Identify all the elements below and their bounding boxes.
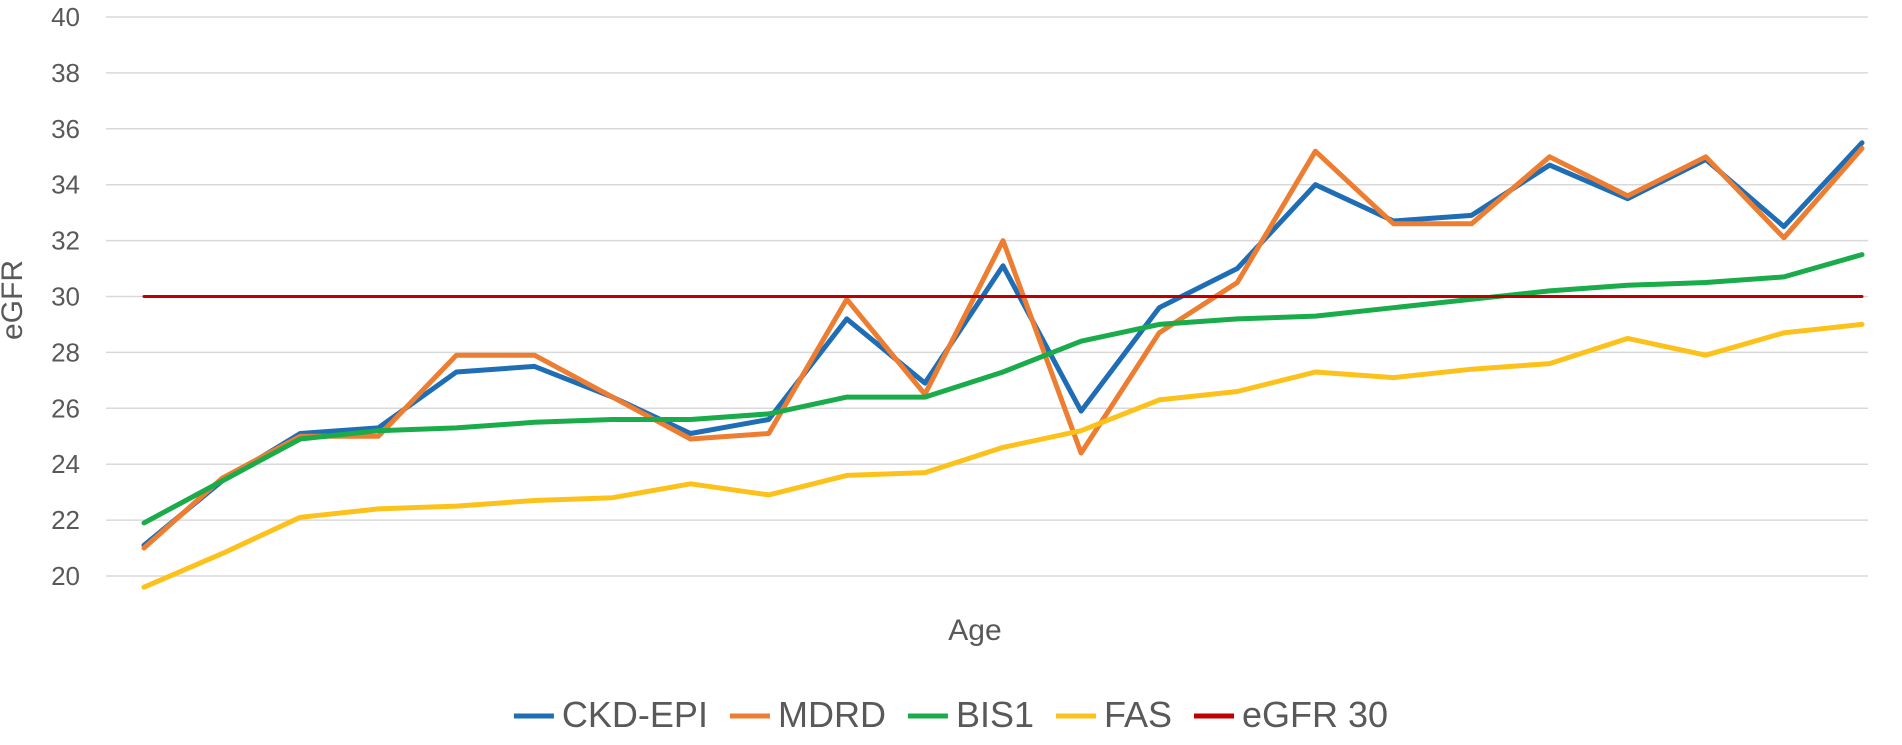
legend-label: eGFR 30 (1242, 694, 1388, 735)
y-axis-ticks: 20 22 24 26 28 30 32 34 36 38 40 (51, 2, 80, 591)
legend-label: MDRD (778, 694, 886, 735)
series-lines (141, 140, 1865, 590)
y-tick-label: 28 (51, 337, 80, 367)
legend: CKD-EPI MDRD BIS1 FAS eGFR 30 (513, 694, 1388, 735)
y-tick-label: 20 (51, 561, 80, 591)
y-tick-label: 40 (51, 2, 80, 32)
y-tick-label: 24 (51, 449, 80, 479)
legend-item-ckd-epi: CKD-EPI (513, 694, 708, 735)
legend-label: CKD-EPI (562, 694, 708, 735)
y-tick-label: 32 (51, 226, 80, 256)
y-tick-label: 38 (51, 58, 80, 88)
legend-label: FAS (1104, 694, 1172, 735)
legend-item-fas: FAS (1055, 694, 1172, 735)
series-line-fas (141, 321, 1865, 590)
y-axis-title: eGFR (0, 260, 29, 340)
y-tick-label: 26 (51, 393, 80, 423)
y-tick-label: 22 (51, 505, 80, 535)
y-tick-label: 30 (51, 282, 80, 312)
legend-item-bis1: BIS1 (907, 694, 1034, 735)
x-axis-title: Age (948, 614, 1001, 647)
y-tick-label: 36 (51, 114, 80, 144)
series-line-bis1 (141, 252, 1865, 526)
y-tick-label: 34 (51, 170, 80, 200)
series-line-ckd-epi (141, 140, 1865, 548)
legend-item-egfr-30: eGFR 30 (1194, 694, 1388, 735)
legend-label: BIS1 (956, 694, 1034, 735)
series-line-mdrd (141, 145, 1865, 551)
legend-item-mdrd: MDRD (729, 694, 886, 735)
